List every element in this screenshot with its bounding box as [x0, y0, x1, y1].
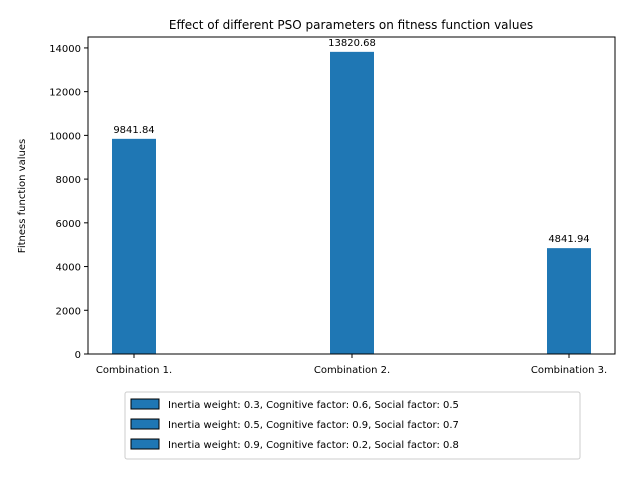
y-tick-label-0: 0 [75, 350, 81, 361]
legend-swatch-2 [130, 418, 160, 430]
legend-label-3: Inertia weight: 0.9, Cognitive factor: 0… [168, 440, 459, 451]
legend-swatch-3 [130, 438, 160, 450]
y-tick-label-6000: 6000 [56, 219, 81, 230]
legend-label-1: Inertia weight: 0.3, Cognitive factor: 0… [168, 400, 459, 411]
plot-frame [87, 36, 616, 355]
legend-frame [124, 391, 581, 460]
bar-value-label-3: 4841.94 [548, 234, 589, 245]
y-axis-label: Fitness function values [17, 139, 28, 253]
x-tick-label-3: Combination 3. [531, 365, 607, 376]
legend-swatch-1 [130, 398, 160, 410]
y-tick-label-14000: 14000 [49, 44, 81, 55]
y-tick-label-2000: 2000 [56, 306, 81, 317]
bar-1 [112, 138, 156, 354]
x-tick-label-2: Combination 2. [314, 365, 390, 376]
x-tick-label-1: Combination 1. [96, 365, 172, 376]
bar-value-label-2: 13820.68 [328, 38, 376, 49]
ticks-group: Combination 1. Combination 2. Combination … [49, 44, 607, 376]
bar-2 [330, 51, 374, 354]
chart-title: Effect of different PSO parameters on fi… [169, 18, 533, 32]
bar-value-label-1: 9841.84 [113, 125, 154, 136]
legend: Inertia weight: 0.3, Cognitive factor: 0… [124, 391, 581, 460]
bars-group: 9841.84 13820.68 4841.94 [112, 38, 591, 354]
y-tick-label-4000: 4000 [56, 263, 81, 274]
legend-label-2: Inertia weight: 0.5, Cognitive factor: 0… [168, 420, 459, 431]
y-tick-label-10000: 10000 [49, 131, 81, 142]
y-tick-label-12000: 12000 [49, 88, 81, 99]
bar-3 [547, 248, 591, 354]
y-tick-label-8000: 8000 [56, 175, 81, 186]
